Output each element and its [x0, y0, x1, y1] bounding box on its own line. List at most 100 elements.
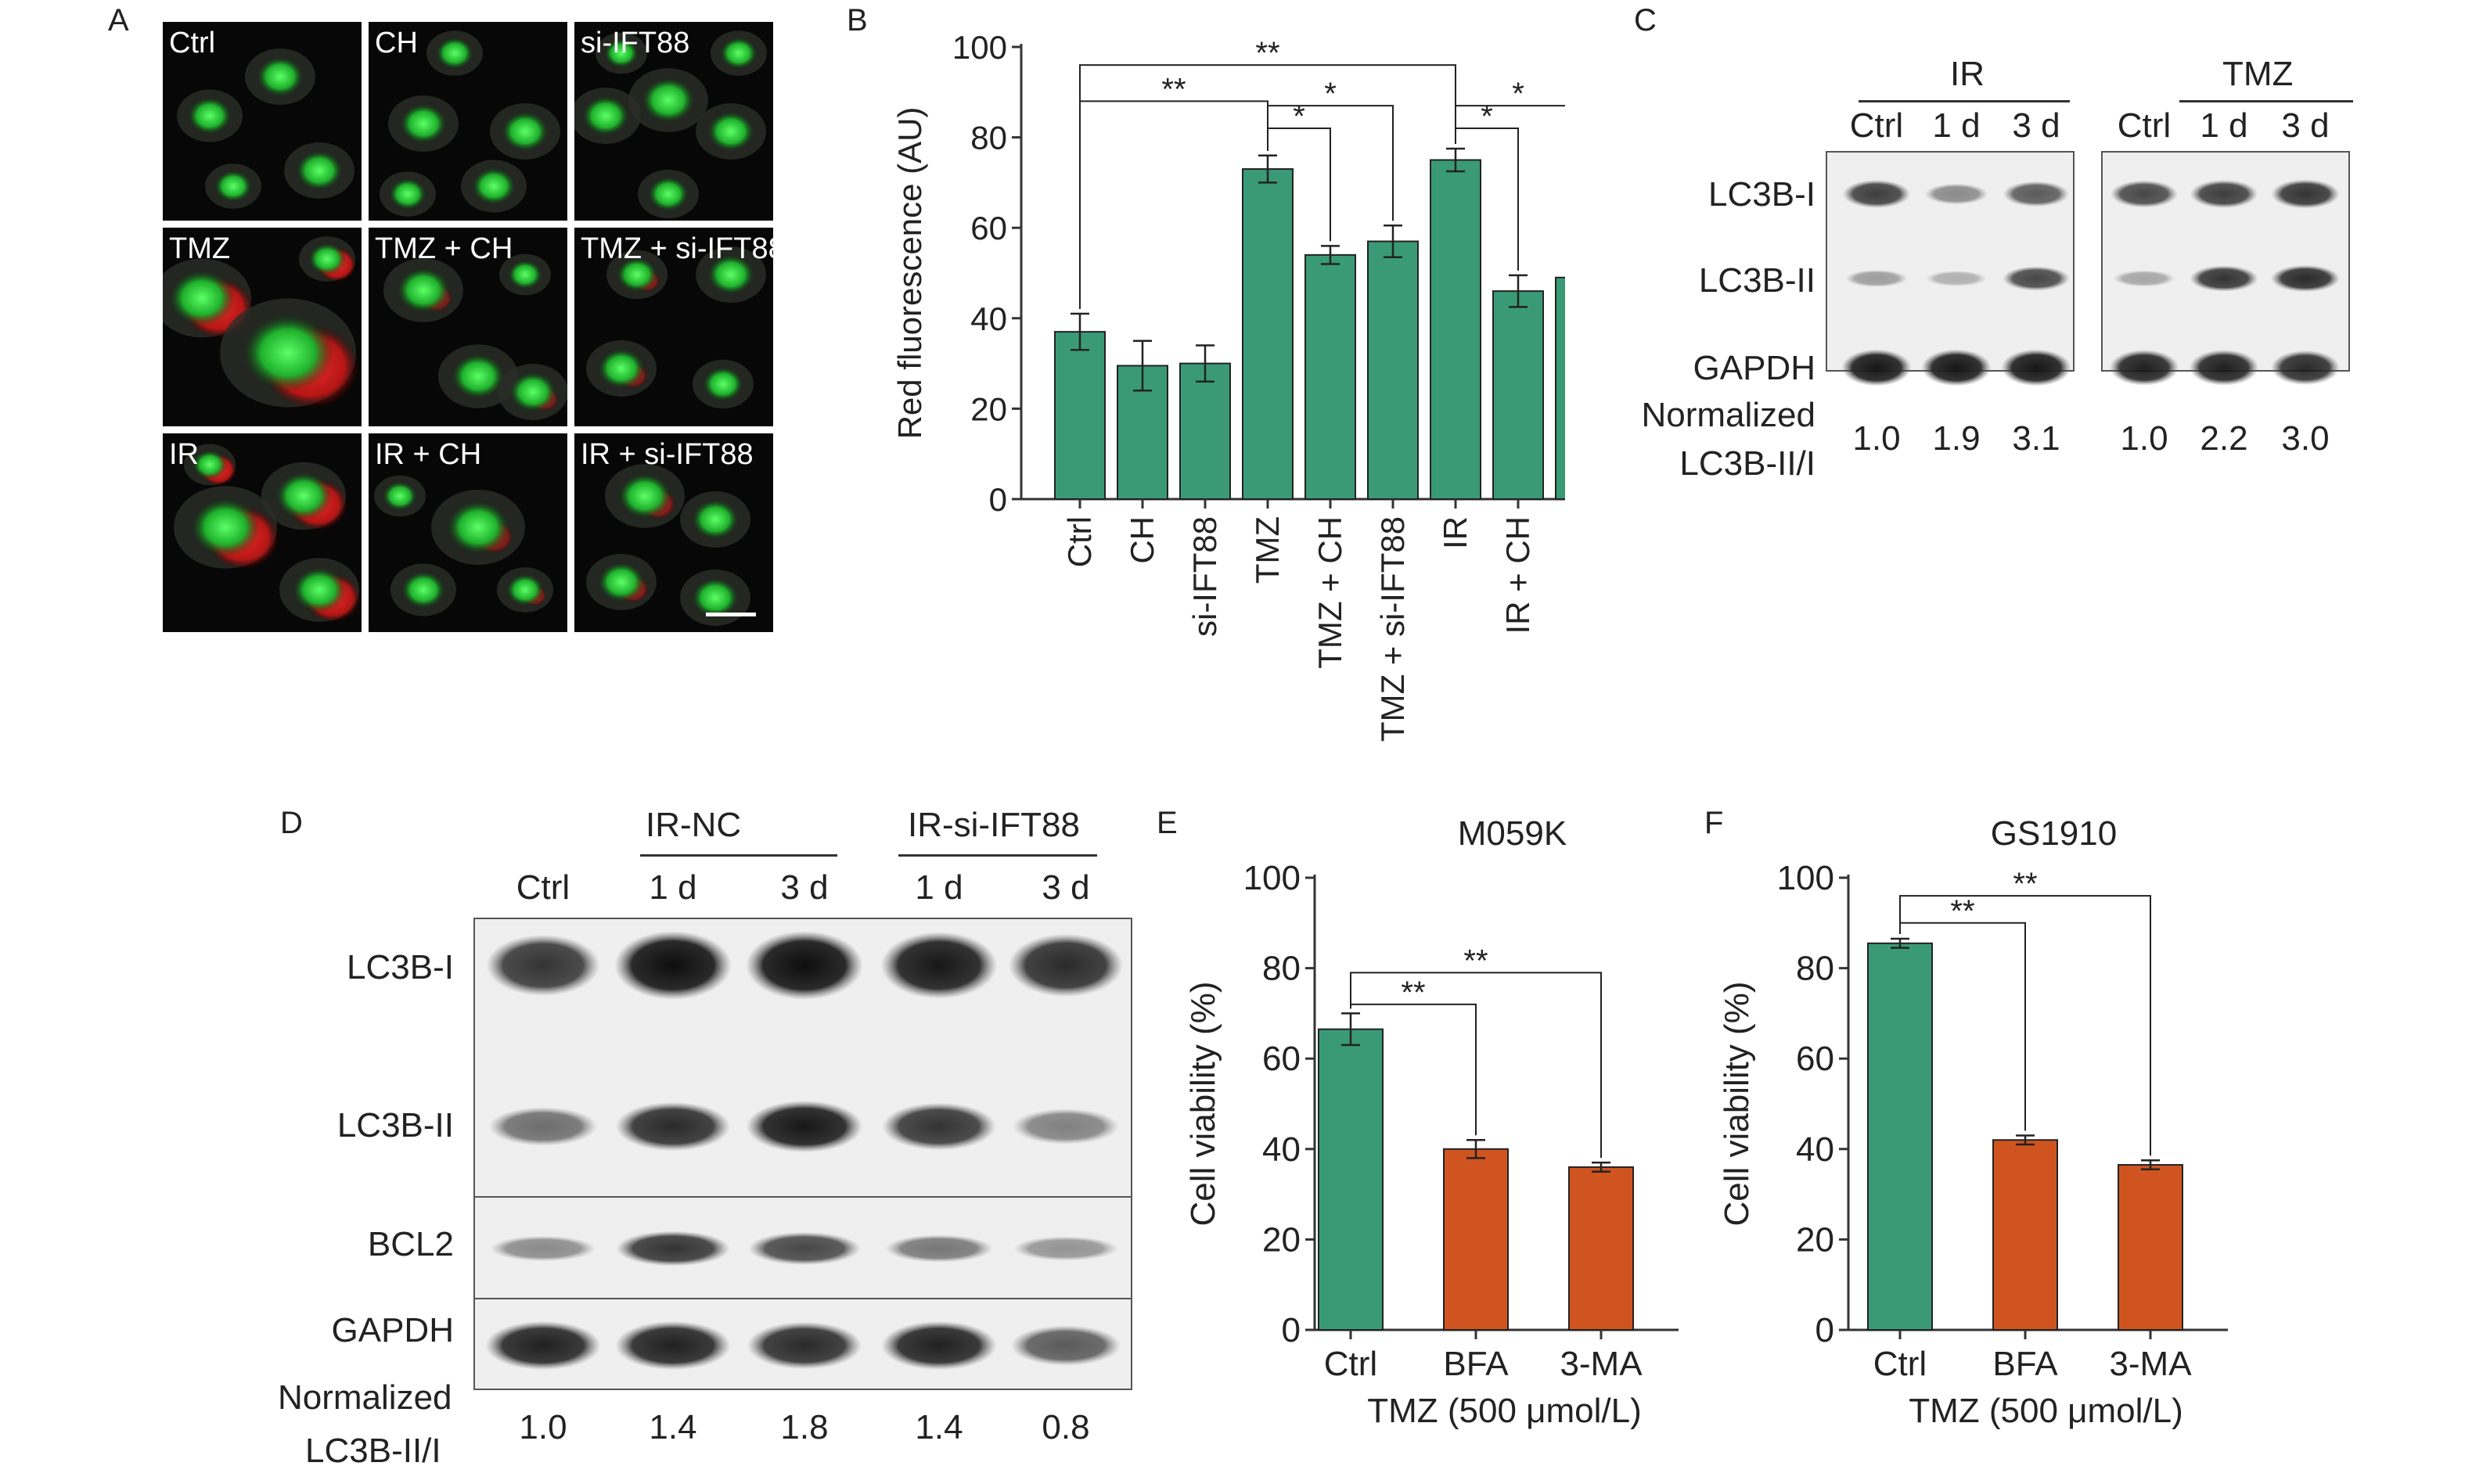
- lane-label: 3 d: [2012, 106, 2060, 145]
- y-tick-label: 100: [1243, 859, 1301, 897]
- bar-ctrl: [1318, 1028, 1384, 1331]
- y-tick-label: 20: [1262, 1220, 1301, 1259]
- norm-value: 1.4: [915, 1408, 963, 1446]
- c-row-label-lc3b-i: LC3B-I: [1708, 175, 1815, 214]
- green-nucleus: [617, 257, 657, 293]
- lane-label: 3 d: [2281, 106, 2330, 145]
- band-lc3b-ii: [2190, 265, 2258, 292]
- green-nucleus: [508, 260, 542, 289]
- micrograph-cells-image: [586, 464, 750, 626]
- x-tick-label-ctrl: Ctrl: [1061, 516, 1098, 567]
- y-tick-label: 20: [1796, 1220, 1834, 1259]
- scale-bar: [706, 613, 756, 616]
- x-tick-label-3-ma: 3-MA: [2109, 1345, 2192, 1383]
- y-tick-label: 100: [1777, 859, 1834, 897]
- x-tick-label-ctrl: Ctrl: [1324, 1345, 1377, 1383]
- y-tick-label: 0: [1282, 1311, 1301, 1349]
- significance-bracket: [1899, 895, 2151, 1156]
- d-row-label-bcl2: BCL2: [367, 1225, 454, 1263]
- c-group-line-tmz: [2179, 100, 2353, 102]
- green-nucleus: [509, 372, 556, 412]
- band-lc3b-i: [2003, 181, 2070, 207]
- c-group-line-ir: [1859, 100, 2070, 102]
- bar-ir: [1430, 159, 1481, 500]
- bar-tmz: [1242, 168, 1294, 500]
- significance-label: *: [1293, 99, 1305, 134]
- panel-c-western-blot: IR TMZ Ctrl 1 d 3 d Ctrl 1 d 3 d LC3B-I LC3B-…: [1628, 47, 2363, 485]
- lane-label: 1 d: [1932, 106, 1981, 145]
- green-nucleus: [397, 268, 450, 313]
- micrograph-cells-image: [174, 444, 362, 623]
- panel-letter-a: A: [108, 3, 129, 38]
- micrograph-cells-image: [374, 475, 553, 616]
- micrograph-label: Ctrl: [169, 27, 216, 59]
- micrograph-ir-ch: IR + CH: [369, 433, 567, 632]
- green-nucleus: [506, 573, 544, 606]
- panel-letter-e: E: [1157, 806, 1178, 840]
- y-tick-label: 60: [970, 210, 1007, 246]
- green-nucleus: [703, 366, 743, 402]
- green-nucleus: [383, 481, 417, 511]
- significance-bracket: [1455, 105, 1565, 145]
- micrograph-tmz: TMZ: [163, 228, 362, 426]
- d-row-label-lc3b-i: LC3B-I: [347, 948, 454, 986]
- significance-label: **: [2013, 867, 2037, 901]
- x-tick-label-tmz-ch: TMZ + CH: [1312, 516, 1348, 669]
- bar-tmz-ch: [1304, 253, 1356, 500]
- y-tick-label: 60: [1796, 1040, 1834, 1078]
- panel-a-micrograph-grid: Ctrl CH si-IFT88 TMZ TMZ + CH TMZ + si-IFT88 I…: [163, 22, 773, 635]
- micrograph-ir-si-ift88: IR + si-IFT88: [574, 433, 773, 632]
- d-group-label-ir-si-ift88: IR-si-IFT88: [908, 806, 1080, 844]
- green-nucleus: [296, 150, 343, 191]
- micrograph-si-ift88: si-IFT88: [574, 22, 773, 221]
- norm-value: 1.0: [1852, 419, 1901, 458]
- significance-label: **: [1950, 894, 1974, 929]
- green-nucleus: [308, 243, 346, 275]
- band-lc3b-i: [2190, 179, 2258, 209]
- band-gapdh: [747, 1321, 862, 1370]
- micrograph-label: TMZ + si-IFT88: [581, 232, 773, 265]
- micrograph-cells-image: [380, 31, 560, 217]
- green-nucleus: [582, 95, 629, 136]
- green-nucleus: [692, 577, 739, 618]
- y-axis-label: Red fluorescence (AU): [891, 107, 928, 440]
- x-tick-label-ctrl: Ctrl: [1873, 1345, 1927, 1383]
- band-lc3b-ii: [1845, 269, 1908, 288]
- norm-value: 1.0: [519, 1408, 567, 1446]
- c-norm-label-2: LC3B-II/I: [1679, 444, 1815, 483]
- bar-ir-si-ift88: [1555, 276, 1565, 500]
- d-group-line-ir-nc: [640, 854, 837, 857]
- y-tick-label: 40: [970, 300, 1007, 337]
- d-group-label-ir-nc: IR-NC: [646, 806, 742, 844]
- green-nucleus: [275, 472, 332, 520]
- green-nucleus: [293, 567, 346, 613]
- y-tick-label: 40: [1262, 1130, 1301, 1169]
- c-norm-label-1: Normalized: [1641, 396, 1815, 434]
- lane-label: Ctrl: [2117, 106, 2172, 145]
- green-nucleus: [447, 501, 509, 554]
- bar-si-ift88: [1179, 362, 1231, 500]
- green-nucleus: [720, 37, 757, 70]
- bar-ir-ch: [1492, 290, 1544, 500]
- lane-label: 1 d: [915, 868, 963, 907]
- panel-d-western-blot: IR-NC IR-si-IFT88 Ctrl 1 d 3 d 1 d 3 d LC3B-…: [266, 806, 1143, 1484]
- band-lc3b-ii: [488, 1107, 598, 1146]
- green-nucleus: [502, 111, 549, 152]
- green-nucleus: [436, 37, 473, 70]
- y-tick-label: 60: [1262, 1040, 1301, 1078]
- band-lc3b-ii: [1925, 270, 1988, 287]
- micrograph-ch: CH: [369, 22, 567, 221]
- norm-value: 1.9: [1932, 419, 1981, 458]
- x-tick-label-si-ift88: si-IFT88: [1186, 516, 1223, 637]
- band-lc3b-i: [880, 932, 998, 999]
- green-nucleus: [191, 498, 260, 557]
- green-nucleus: [604, 38, 639, 68]
- band-gapdh: [1010, 1325, 1121, 1366]
- green-nucleus: [648, 176, 689, 212]
- band-lc3b-ii: [1012, 1109, 1120, 1144]
- y-tick-label: 40: [1796, 1130, 1834, 1169]
- band-lc3b-ii: [2271, 264, 2340, 293]
- panel-e-bar-chart: 0 20 40 60 80 100 Cell viability (%) Ctrl BFA 3-M…: [1184, 814, 1679, 1430]
- significance-bracket: [1267, 105, 1394, 221]
- band-gapdh: [2001, 349, 2071, 386]
